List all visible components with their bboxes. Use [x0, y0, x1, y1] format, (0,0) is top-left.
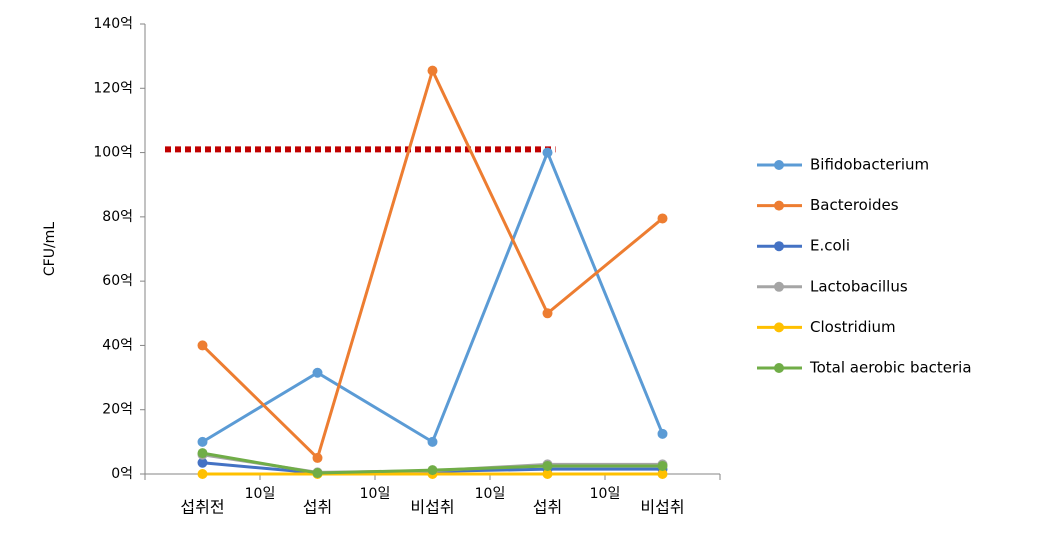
point: [312, 452, 323, 463]
point: [197, 457, 208, 468]
series-line: [201, 148, 664, 445]
y-tick-label: 40억: [102, 337, 133, 353]
point: [657, 428, 668, 439]
point: [427, 465, 438, 476]
point: [657, 460, 668, 471]
legend-marker: [774, 322, 784, 333]
point: [197, 436, 208, 447]
x-tick-label: 비섭취: [640, 498, 684, 517]
y-tick-label: 120억: [93, 80, 133, 96]
point: [657, 469, 668, 479]
x-tick-label: 섭취: [533, 498, 562, 517]
legend-label: Total aerobic bacteria: [809, 359, 972, 377]
y-tick-label: 80억: [102, 209, 133, 225]
legend-marker: [774, 160, 784, 170]
y-tick-label: 20억: [102, 402, 133, 418]
y-axis-label: CFU/mL: [42, 222, 58, 276]
x-tick-label: 섭취: [303, 498, 332, 517]
point: [542, 469, 553, 479]
interval-label: 10일: [360, 486, 391, 502]
legend-marker: [774, 281, 784, 292]
x-tick-label: 비섭취: [410, 498, 454, 517]
point: [542, 147, 553, 158]
x-tick-label: 섭취전: [180, 498, 224, 517]
y-tick-label: 140억: [93, 16, 133, 32]
point: [542, 308, 553, 319]
legend-label: Clostridium: [810, 318, 896, 336]
point: [312, 367, 323, 378]
point: [197, 448, 208, 459]
y-tick-label: 100억: [93, 145, 133, 161]
legend-marker: [774, 200, 784, 211]
legend-marker: [774, 241, 784, 252]
legend-label: Bifidobacterium: [810, 156, 929, 174]
legend-label: Lactobacillus: [810, 277, 908, 295]
legend-label: E.coli: [810, 237, 850, 255]
point: [197, 340, 208, 351]
legend-marker: [774, 363, 784, 373]
point: [542, 460, 553, 471]
y-tick-label: 60억: [102, 273, 133, 289]
point: [197, 469, 208, 479]
point: [657, 213, 668, 224]
y-tick-label: 0억: [111, 466, 133, 482]
point: [312, 468, 323, 479]
point: [427, 436, 438, 447]
interval-label: 10일: [590, 486, 621, 502]
interval-label: 10일: [475, 486, 506, 502]
legend-label: Bacteroides: [810, 196, 899, 214]
point: [427, 65, 438, 76]
interval-label: 10일: [245, 486, 276, 502]
